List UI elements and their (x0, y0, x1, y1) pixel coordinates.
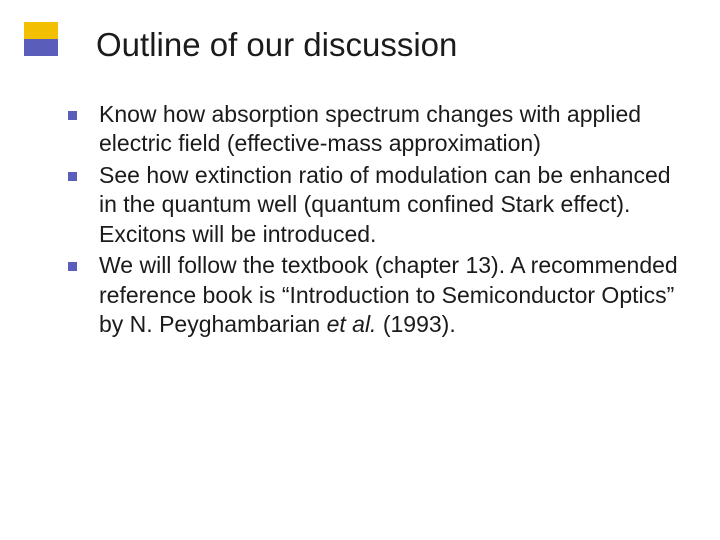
accent-block (24, 22, 58, 56)
bullet-marker-icon (68, 172, 77, 181)
bullet-text-post: (1993). (376, 311, 455, 337)
bullet-marker-icon (68, 262, 77, 271)
bullet-marker-icon (68, 111, 77, 120)
slide-title: Outline of our discussion (96, 26, 457, 64)
list-item: Know how absorption spectrum changes wit… (68, 100, 680, 159)
bullet-text: Know how absorption spectrum changes wit… (99, 100, 680, 159)
bullet-text: See how extinction ratio of modulation c… (99, 161, 680, 249)
accent-bottom (24, 39, 58, 56)
list-item: See how extinction ratio of modulation c… (68, 161, 680, 249)
bullet-text-italic: et al. (327, 311, 377, 337)
slide-body: Know how absorption spectrum changes wit… (68, 100, 680, 342)
bullet-text: We will follow the textbook (chapter 13)… (99, 251, 680, 339)
list-item: We will follow the textbook (chapter 13)… (68, 251, 680, 339)
accent-top (24, 22, 58, 39)
slide: Outline of our discussion Know how absor… (0, 0, 720, 540)
